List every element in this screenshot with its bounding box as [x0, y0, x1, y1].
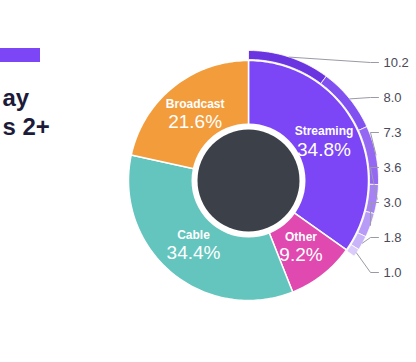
svg-text:s 2+: s 2+ — [3, 113, 50, 140]
svg-text:34.4%: 34.4% — [167, 242, 221, 263]
svg-text:7.3: 7.3 — [384, 125, 402, 140]
svg-text:34.8%: 34.8% — [297, 139, 351, 160]
svg-text:1.8: 1.8 — [384, 230, 402, 245]
svg-text:10.2: 10.2 — [384, 55, 409, 70]
svg-text:ay: ay — [3, 84, 30, 111]
svg-text:Streaming: Streaming — [295, 124, 354, 138]
svg-text:Cable: Cable — [177, 228, 210, 242]
svg-text:3.0: 3.0 — [384, 195, 402, 210]
svg-text:21.6%: 21.6% — [168, 111, 222, 132]
svg-text:8.0: 8.0 — [384, 90, 402, 105]
svg-text:Broadcast: Broadcast — [166, 97, 225, 111]
svg-text:9.2%: 9.2% — [279, 244, 322, 265]
svg-text:Other: Other — [285, 230, 317, 244]
svg-text:3.6: 3.6 — [384, 160, 402, 175]
svg-text:1.0: 1.0 — [384, 265, 402, 280]
